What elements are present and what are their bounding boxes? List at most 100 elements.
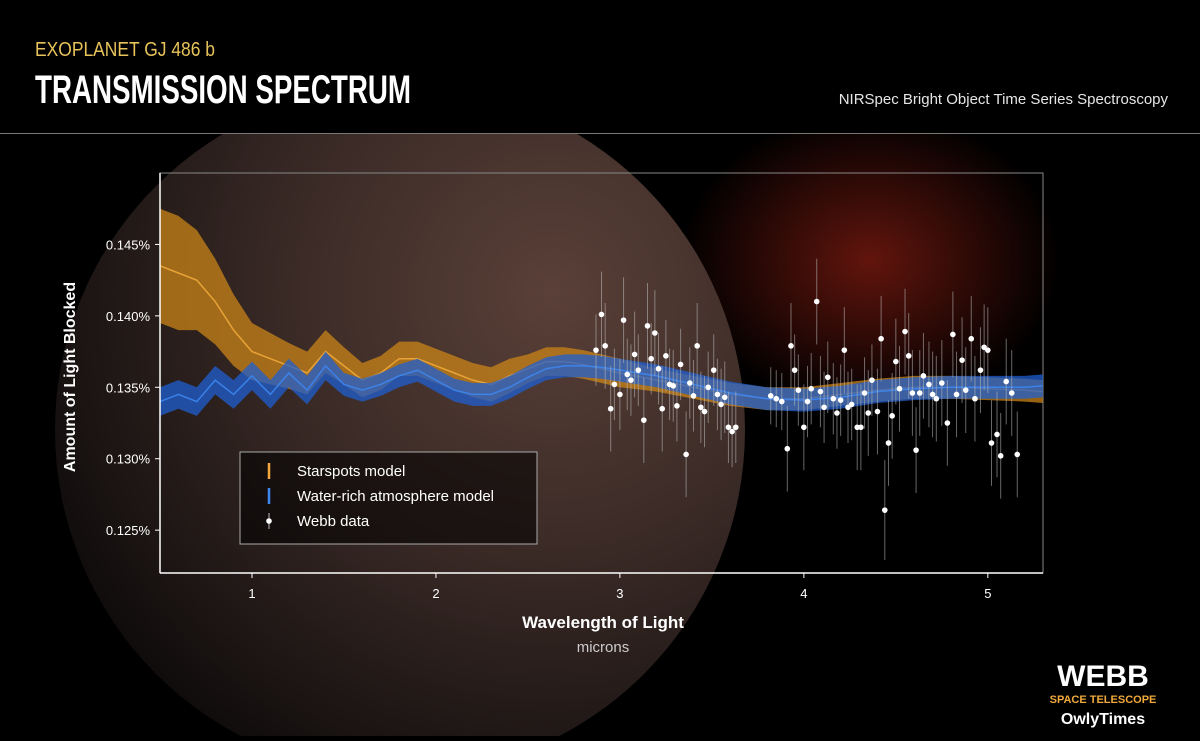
- data-point: [929, 391, 936, 398]
- data-point: [889, 413, 895, 419]
- kicker: EXOPLANET GJ 486 b: [35, 39, 215, 61]
- data-point: [808, 385, 815, 392]
- data-point: [939, 380, 945, 386]
- planet-illustration: [55, 85, 745, 741]
- data-point: [791, 367, 798, 373]
- legend: Starspots model Water-rich atmosphere mod…: [239, 451, 538, 545]
- data-point: [705, 384, 711, 391]
- data-point: [977, 367, 984, 373]
- legend-swatch: [266, 518, 272, 524]
- data-point: [817, 388, 824, 395]
- data-point: [598, 311, 605, 318]
- data-point: [795, 387, 802, 393]
- data-point: [834, 410, 840, 416]
- axes: 0.125% 0.130% 0.135% 0.140% 0.145% 1 2 3 4 5: [106, 173, 1043, 601]
- data-point: [718, 401, 724, 408]
- y-tick-label: 0.145%: [106, 237, 151, 252]
- logo-name: WEBB: [1057, 660, 1149, 693]
- logo-tagline: SPACE TELESCOPE: [1050, 694, 1157, 706]
- data-point: [994, 431, 1000, 438]
- data-point: [837, 397, 844, 403]
- x-tick-label: 5: [984, 586, 991, 601]
- data-point: [885, 440, 892, 446]
- data-point: [905, 353, 912, 359]
- model-band: [160, 208, 1043, 411]
- x-tick-label: 3: [616, 586, 623, 601]
- data-point: [607, 405, 614, 412]
- data-point: [813, 298, 820, 305]
- data-point: [1014, 451, 1021, 458]
- data-point: [830, 395, 837, 402]
- data-point: [729, 428, 735, 435]
- data-point: [988, 440, 995, 446]
- data-point: [985, 347, 991, 353]
- x-axis-label: Wavelength of Light: [522, 613, 684, 632]
- data-point: [1008, 390, 1015, 396]
- data-point: [670, 383, 677, 389]
- data-point: [909, 390, 916, 396]
- data-point: [972, 395, 978, 402]
- x-tick-label: 2: [432, 586, 439, 601]
- data-point: [635, 367, 642, 373]
- legend-box: [239, 451, 538, 545]
- x-axis-unit: microns: [577, 639, 630, 656]
- data-point: [698, 404, 704, 411]
- data-point: [968, 335, 975, 342]
- x-tick-label: 4: [800, 586, 807, 601]
- legend-label: Webb data: [297, 513, 370, 530]
- data-point: [902, 328, 908, 335]
- data-point: [878, 335, 884, 342]
- data-point: [953, 391, 960, 398]
- data-point: [920, 373, 927, 379]
- data-point: [648, 355, 654, 362]
- data-point: [778, 398, 785, 405]
- data-point: [874, 408, 881, 415]
- data-point: [687, 380, 693, 386]
- data-point: [644, 323, 651, 329]
- data-point: [683, 451, 689, 458]
- data-point: [655, 365, 662, 372]
- data-point: [848, 401, 855, 408]
- x-tick-label: 1: [248, 586, 255, 601]
- data-point: [674, 403, 680, 409]
- header-band: [0, 0, 1200, 133]
- data-point: [896, 385, 903, 392]
- data-point: [824, 374, 831, 381]
- data-point: [677, 361, 684, 368]
- subtitle: NIRSpec Bright Object Time Series Spectr…: [839, 91, 1169, 108]
- data-point: [858, 424, 864, 431]
- data-point: [617, 391, 623, 398]
- data-point: [959, 357, 965, 363]
- data-point: [714, 391, 721, 398]
- data-point: [694, 343, 700, 349]
- data-point: [732, 424, 739, 431]
- data-point: [841, 347, 848, 353]
- data-point: [628, 377, 634, 383]
- data-point: [767, 393, 774, 399]
- y-tick-label: 0.140%: [106, 309, 151, 324]
- data-point: [944, 420, 951, 426]
- data-point: [690, 393, 697, 399]
- data-point: [784, 445, 791, 452]
- data-point: [620, 317, 627, 323]
- data-point: [962, 387, 969, 393]
- data-point: [997, 453, 1004, 459]
- data-point: [916, 390, 923, 396]
- y-axis-label: Amount of Light Blocked: [62, 282, 79, 472]
- star-glow: [680, 110, 1060, 410]
- legend-label: Water-rich atmosphere model: [297, 488, 494, 505]
- y-tick-label: 0.135%: [106, 380, 151, 395]
- data-point: [804, 398, 811, 405]
- data-point: [788, 343, 794, 349]
- data-point: [721, 394, 728, 401]
- data-point: [893, 358, 899, 365]
- data-point: [926, 381, 932, 388]
- data-point: [624, 371, 631, 378]
- data-point: [801, 424, 807, 431]
- y-tick-label: 0.125%: [106, 523, 151, 538]
- data-point: [710, 367, 717, 373]
- data-point: [641, 417, 647, 423]
- data-point: [652, 330, 658, 336]
- data-point: [821, 404, 827, 411]
